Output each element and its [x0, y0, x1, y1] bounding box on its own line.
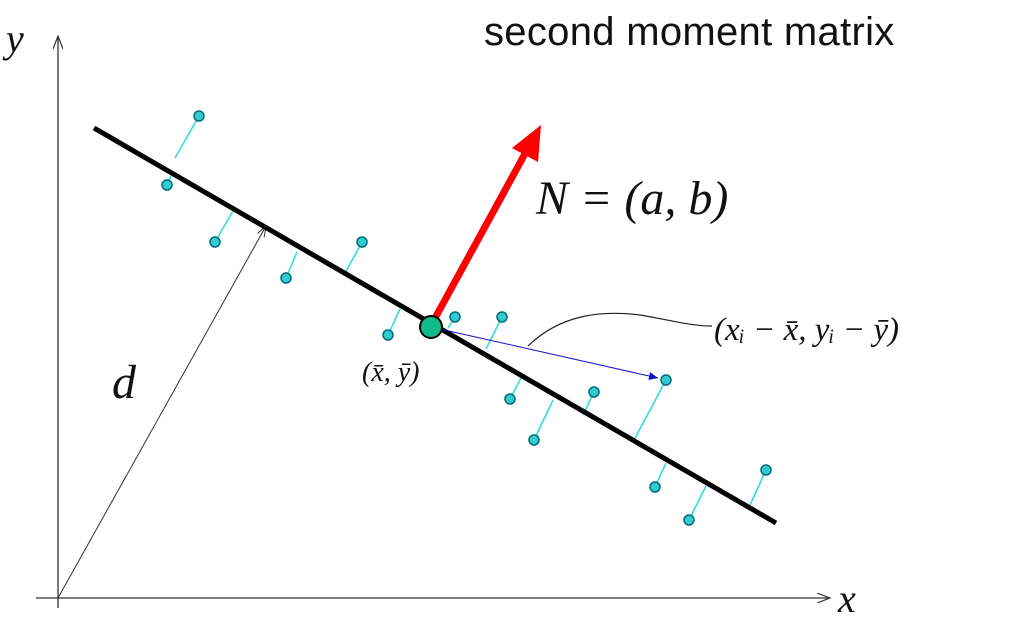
residual-segment [343, 241, 363, 276]
offset-vector-arrow [430, 326, 659, 380]
data-point [760, 464, 772, 476]
residual-segment [688, 485, 707, 521]
data-point [649, 481, 661, 493]
leader-curve [527, 312, 713, 347]
distance-label: d [112, 356, 137, 409]
centroid-point [419, 315, 443, 339]
residual-segment [214, 210, 234, 243]
data-point [209, 236, 221, 248]
residual-segment [174, 115, 200, 159]
x-axis-label: x [837, 576, 856, 621]
normal-arrow-head [512, 125, 541, 162]
data-point [161, 179, 173, 191]
normal-vector-arrow [430, 148, 531, 322]
data-point [504, 393, 516, 405]
data-point [683, 514, 695, 526]
y-axis-label: y [2, 16, 24, 61]
residual-segment [485, 316, 503, 350]
data-point [449, 311, 461, 323]
data-point [193, 110, 205, 122]
residual-segment [633, 379, 667, 441]
normal-label: N = (a, b) [535, 172, 728, 225]
residual-segment [749, 469, 767, 506]
offset-vector-label: (xᵢ − x̄, yᵢ − ȳ) [714, 312, 899, 348]
data-point [496, 311, 508, 323]
data-point [528, 434, 540, 446]
data-point [356, 236, 368, 248]
data-point [588, 386, 600, 398]
distance-arrow [57, 226, 266, 599]
slide-title: second moment matrix [484, 10, 895, 54]
centroid-label: (x̄, ȳ) [362, 357, 420, 388]
data-point [660, 374, 672, 386]
data-points [161, 110, 772, 526]
residual-segment [533, 399, 554, 441]
data-point [382, 329, 394, 341]
data-point [280, 272, 292, 284]
